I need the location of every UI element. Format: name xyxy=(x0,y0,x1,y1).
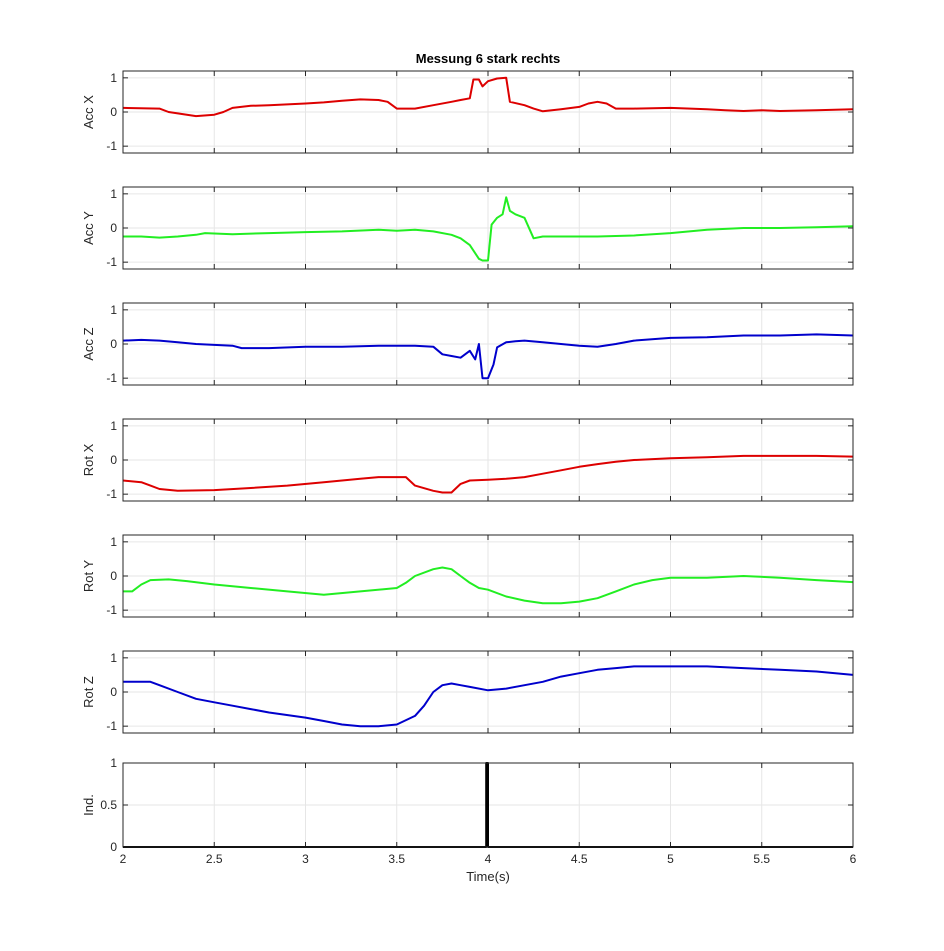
y-tick-label: 0 xyxy=(110,840,117,854)
x-tick-label: 6 xyxy=(850,852,857,866)
series-line xyxy=(123,566,854,605)
x-tick-label: 5 xyxy=(667,852,674,866)
y-tick-label: 1 xyxy=(110,303,117,317)
y-tick-label: -1 xyxy=(106,487,117,501)
y-axis-label: Acc X xyxy=(81,95,96,129)
y-tick-label: 0 xyxy=(110,105,117,119)
x-tick-label: 3.5 xyxy=(388,852,405,866)
subplot-5: -1 0 1 Rot Y xyxy=(81,534,854,618)
y-tick-label: 0 xyxy=(110,685,117,699)
axes-frame xyxy=(122,534,854,618)
series-line xyxy=(123,665,854,728)
y-tick-label: -1 xyxy=(106,371,117,385)
y-axis-label: Rot Y xyxy=(81,560,96,593)
axes-frame xyxy=(122,302,854,386)
subplot-1: -1 0 1 Acc X xyxy=(81,70,854,154)
y-tick-label: 1 xyxy=(110,651,117,665)
y-tick-label: 1 xyxy=(110,419,117,433)
x-tick-label: 2.5 xyxy=(206,852,223,866)
x-tick-label: 2 xyxy=(120,852,127,866)
figure-title: Messung 6 stark rechts xyxy=(416,51,561,66)
subplot-stack: -1 0 1 Acc X -1 0 1 Acc Y -1 0 1 Acc Z -1 0 1 Rot X -1 0 1… xyxy=(81,70,854,854)
x-tick-labels: 2 2.5 3 3.5 4 4.5 5 5.5 6 xyxy=(120,852,857,866)
y-tick-label: 0.5 xyxy=(100,798,117,812)
series-line xyxy=(122,333,854,380)
y-tick-label: 1 xyxy=(110,71,117,85)
y-axis-label: Ind. xyxy=(81,794,96,816)
axes-frame xyxy=(122,650,854,734)
y-tick-label: 1 xyxy=(110,535,117,549)
subplot-7: 0 0.5 1 Ind. xyxy=(81,756,854,854)
subplot-2: -1 0 1 Acc Y xyxy=(81,186,854,270)
x-axis-label: Time(s) xyxy=(466,869,510,884)
x-tick-label: 5.5 xyxy=(753,852,770,866)
axes-frame xyxy=(122,762,854,848)
y-tick-label: 1 xyxy=(110,187,117,201)
y-tick-label: 0 xyxy=(110,569,117,583)
axes-frame xyxy=(122,418,854,502)
series-line xyxy=(122,76,854,118)
y-tick-label: -1 xyxy=(106,603,117,617)
x-tick-label: 4 xyxy=(485,852,492,866)
y-tick-label: 0 xyxy=(110,453,117,467)
x-tick-label: 3 xyxy=(302,852,309,866)
x-tick-label: 4.5 xyxy=(571,852,588,866)
y-tick-label: -1 xyxy=(106,255,117,269)
y-tick-label: 0 xyxy=(110,337,117,351)
series-line xyxy=(123,196,854,262)
subplot-6: -1 0 1 Rot Z xyxy=(81,650,854,734)
y-tick-label: 0 xyxy=(110,221,117,235)
subplot-3: -1 0 1 Acc Z xyxy=(81,302,854,386)
y-axis-label: Acc Z xyxy=(81,327,96,360)
y-axis-label: Rot X xyxy=(81,443,96,476)
subplot-4: -1 0 1 Rot X xyxy=(81,418,854,502)
y-tick-label: -1 xyxy=(106,719,117,733)
axes-frame xyxy=(122,186,854,270)
axes-frame xyxy=(122,70,854,154)
y-tick-label: -1 xyxy=(106,139,117,153)
y-axis-label: Rot Z xyxy=(81,676,96,708)
series-line xyxy=(122,454,854,494)
y-tick-label: 1 xyxy=(110,756,117,770)
y-axis-label: Acc Y xyxy=(81,211,96,245)
